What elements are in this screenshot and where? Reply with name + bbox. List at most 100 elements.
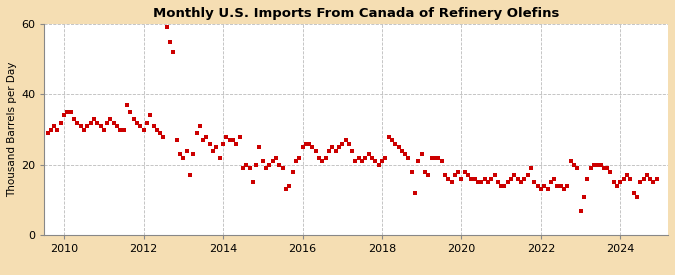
Point xyxy=(300,141,311,146)
Point xyxy=(410,191,421,195)
Point xyxy=(562,184,573,188)
Point xyxy=(453,170,464,174)
Point xyxy=(393,145,404,149)
Point xyxy=(493,180,504,185)
Point xyxy=(241,163,252,167)
Point xyxy=(314,156,325,160)
Point xyxy=(82,124,92,128)
Point xyxy=(184,173,195,178)
Point xyxy=(641,173,652,178)
Point xyxy=(526,166,537,170)
Point xyxy=(92,120,103,125)
Point xyxy=(390,141,401,146)
Point xyxy=(191,131,202,135)
Point xyxy=(578,194,589,199)
Point xyxy=(224,138,235,142)
Point xyxy=(201,134,212,139)
Point xyxy=(85,120,96,125)
Point xyxy=(102,120,113,125)
Point xyxy=(274,163,285,167)
Point xyxy=(635,180,646,185)
Point xyxy=(333,145,344,149)
Point xyxy=(559,187,570,192)
Point xyxy=(49,124,59,128)
Point xyxy=(413,159,424,164)
Point xyxy=(443,177,454,181)
Point xyxy=(522,173,533,178)
Point xyxy=(638,177,649,181)
Point xyxy=(519,177,530,181)
Point xyxy=(128,117,139,121)
Point xyxy=(227,138,238,142)
Point xyxy=(618,177,629,181)
Point xyxy=(215,156,225,160)
Point xyxy=(450,173,460,178)
Point xyxy=(317,159,328,164)
Point xyxy=(502,180,513,185)
Point xyxy=(426,156,437,160)
Point xyxy=(446,180,457,185)
Point xyxy=(181,148,192,153)
Point xyxy=(168,50,179,54)
Point xyxy=(568,163,579,167)
Point xyxy=(337,141,348,146)
Point xyxy=(145,113,156,118)
Point xyxy=(231,141,242,146)
Point xyxy=(132,120,142,125)
Point xyxy=(69,117,80,121)
Point xyxy=(277,166,288,170)
Point xyxy=(290,159,301,164)
Point xyxy=(575,208,586,213)
Point xyxy=(483,180,493,185)
Point xyxy=(205,141,215,146)
Point xyxy=(456,177,467,181)
Point xyxy=(250,163,261,167)
Point xyxy=(42,131,53,135)
Point xyxy=(238,166,248,170)
Point xyxy=(344,141,354,146)
Point xyxy=(105,117,116,121)
Point xyxy=(542,187,553,192)
Point xyxy=(208,148,219,153)
Point xyxy=(651,177,662,181)
Point xyxy=(549,177,560,181)
Point xyxy=(469,177,480,181)
Point xyxy=(356,159,367,164)
Point xyxy=(373,163,384,167)
Point xyxy=(632,194,643,199)
Point xyxy=(608,180,619,185)
Point xyxy=(254,145,265,149)
Point xyxy=(118,127,129,132)
Title: Monthly U.S. Imports From Canada of Refinery Olefins: Monthly U.S. Imports From Canada of Refi… xyxy=(153,7,560,20)
Point xyxy=(62,110,73,114)
Point xyxy=(572,166,583,170)
Point xyxy=(476,180,487,185)
Point xyxy=(545,180,556,185)
Point xyxy=(462,173,473,178)
Point xyxy=(271,156,281,160)
Point xyxy=(217,141,228,146)
Point xyxy=(281,187,292,192)
Point xyxy=(589,163,599,167)
Point xyxy=(479,177,490,181)
Point xyxy=(142,120,153,125)
Point xyxy=(99,127,109,132)
Point xyxy=(138,127,149,132)
Point xyxy=(360,156,371,160)
Point xyxy=(512,177,523,181)
Point xyxy=(347,148,358,153)
Point xyxy=(416,152,427,156)
Point xyxy=(267,159,278,164)
Point xyxy=(122,103,132,107)
Point xyxy=(403,156,414,160)
Point xyxy=(539,184,549,188)
Point xyxy=(429,156,440,160)
Point xyxy=(198,138,209,142)
Point xyxy=(151,127,162,132)
Point xyxy=(532,184,543,188)
Point xyxy=(509,173,520,178)
Point xyxy=(466,177,477,181)
Point xyxy=(234,134,245,139)
Point xyxy=(420,170,431,174)
Point xyxy=(595,163,606,167)
